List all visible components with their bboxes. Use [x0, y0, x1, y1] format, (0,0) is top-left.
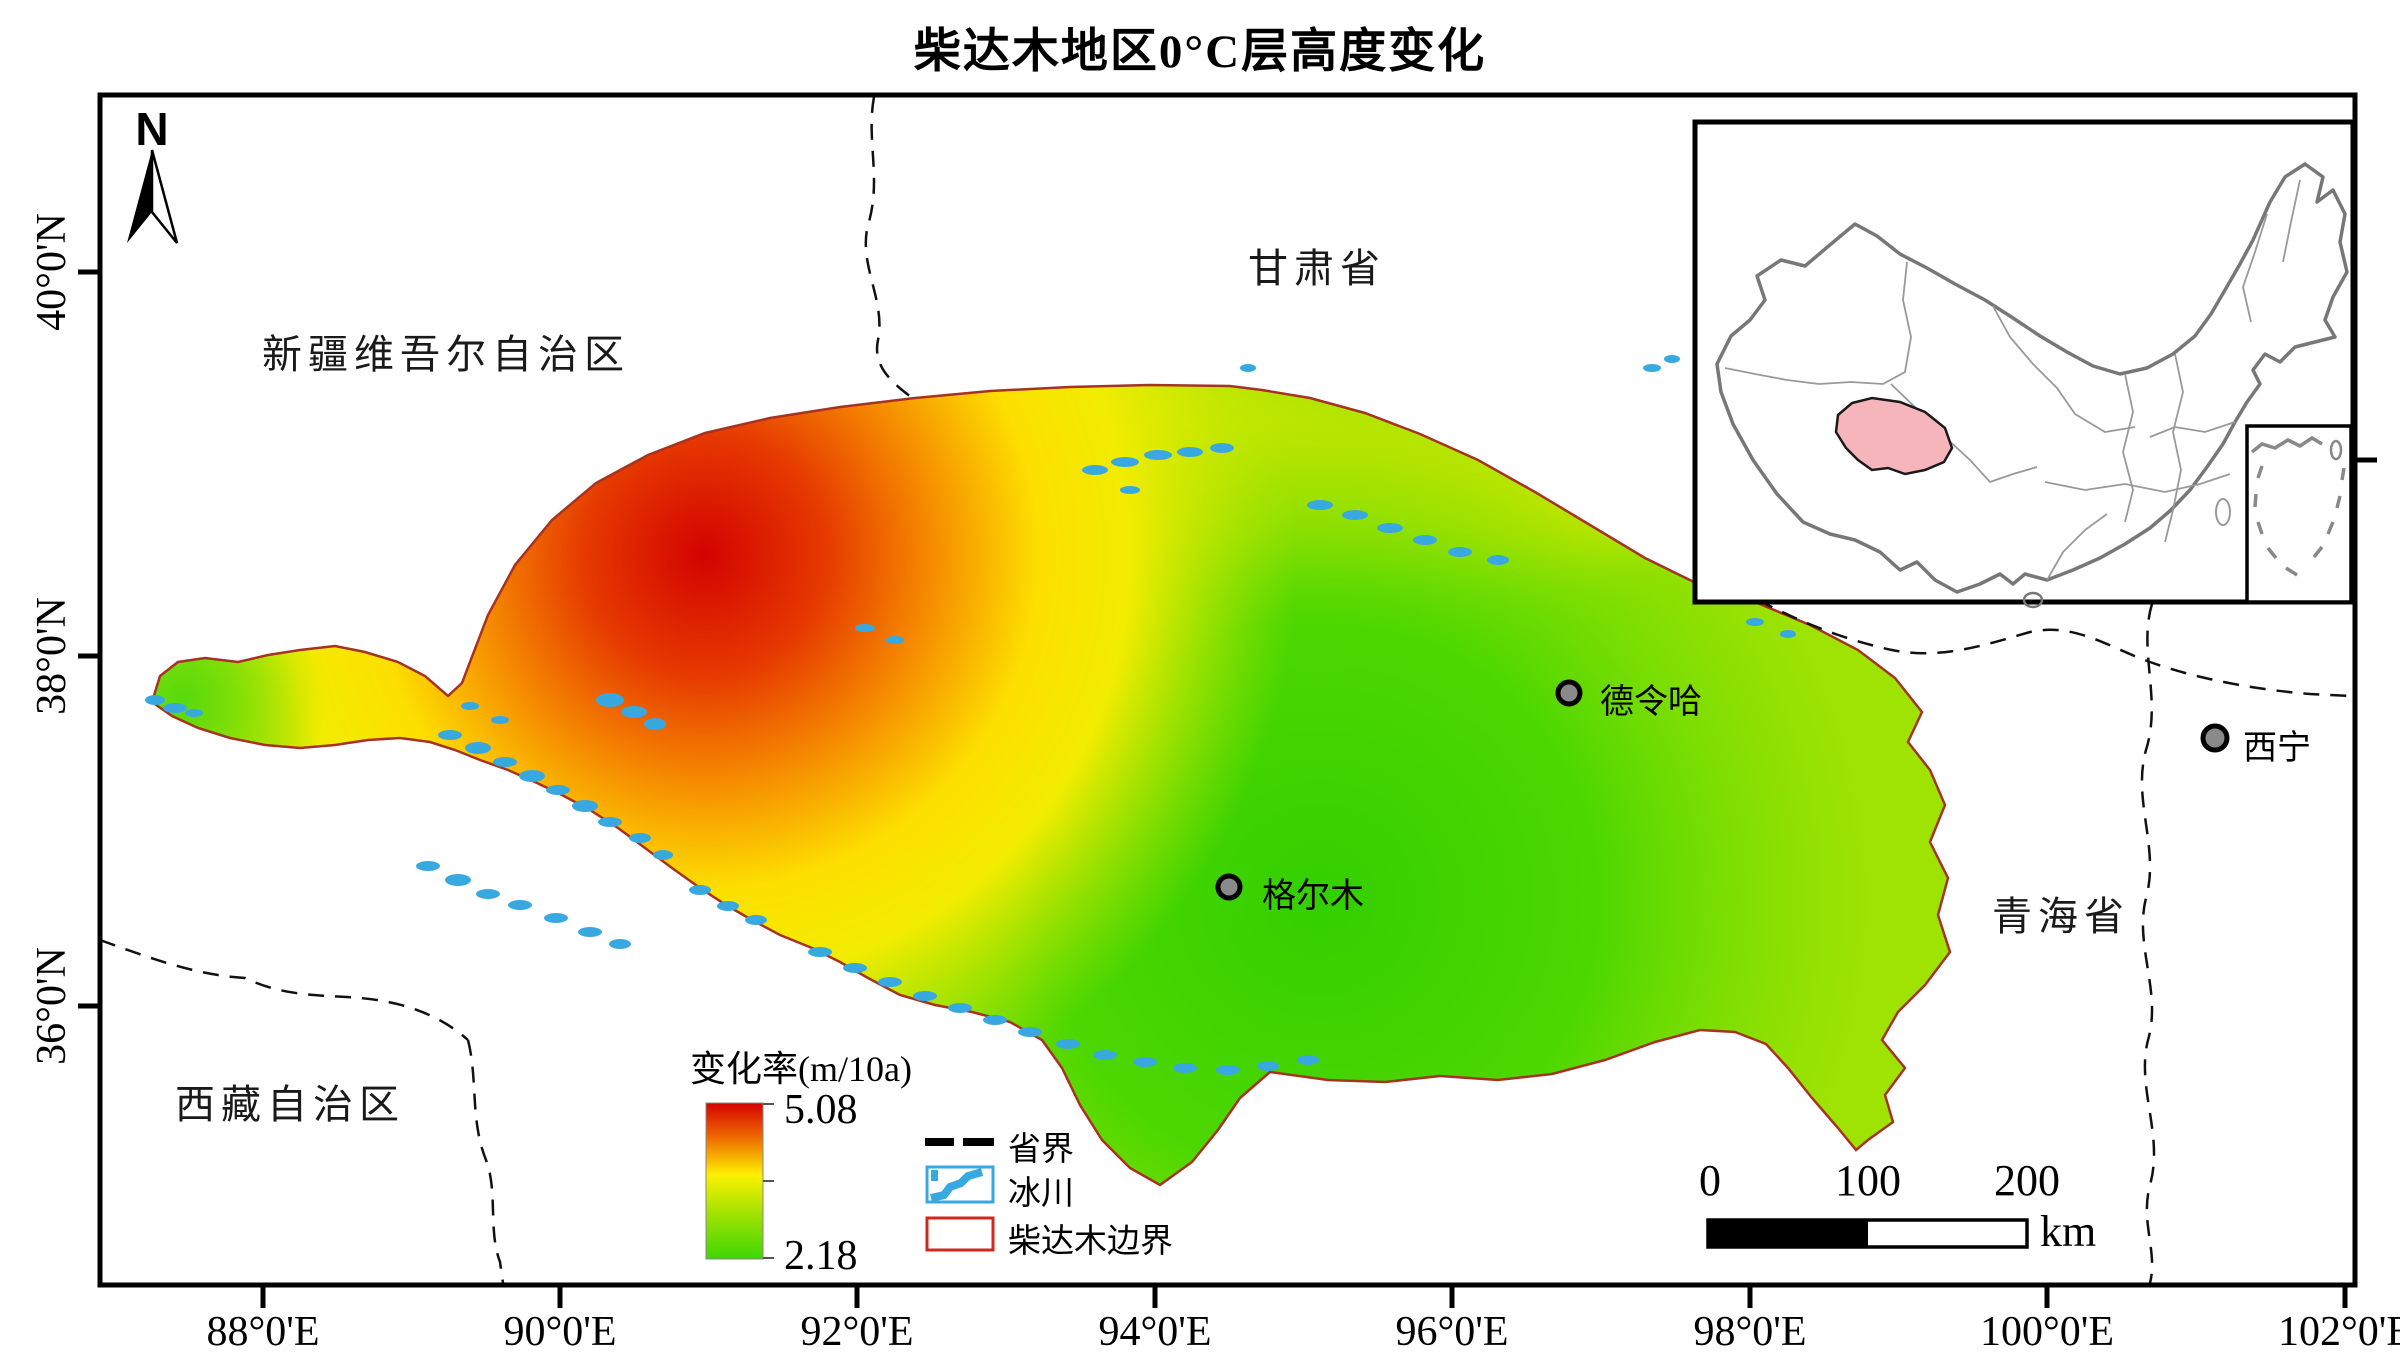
- region-label-gansu: 甘肃省: [1248, 247, 1386, 291]
- region-label-qinghai: 青海省: [1992, 895, 2130, 939]
- lon-tick-label: 92°0'E: [800, 1309, 914, 1355]
- lat-tick-label: 36°0'N: [29, 947, 75, 1065]
- scalebar-unit: km: [2040, 1207, 2097, 1256]
- colorbar: [705, 1102, 774, 1260]
- legend-title: 变化率(m/10a): [690, 1049, 912, 1089]
- scalebar-graphic: [1706, 1218, 2029, 1249]
- city-markers: [1215, 679, 2230, 901]
- lon-tick-label: 94°0'E: [1098, 1309, 1212, 1355]
- qaidam-boundary-line: [150, 383, 1952, 1187]
- city-label-golmud: 格尔木: [1262, 878, 1364, 915]
- colorbar-min-label: 2.18: [784, 1233, 858, 1279]
- colorbar-max-label: 5.08: [784, 1087, 858, 1133]
- map-title: 柴达木地区0°C层高度变化: [913, 26, 1487, 78]
- inset-china-map: [1692, 119, 2356, 609]
- scalebar-tick-200: 200: [1994, 1156, 2060, 1205]
- axis-ticks: [78, 269, 2377, 1308]
- taiwan-island: [2215, 498, 2231, 526]
- china-province-lines: [1724, 179, 2301, 581]
- region-label-xinjiang: 新疆维吾尔自治区: [262, 333, 630, 377]
- lon-tick-label: 98°0'E: [1693, 1309, 1807, 1355]
- region-label-xizang: 西藏自治区: [175, 1083, 405, 1127]
- scalebar-tick-100: 100: [1835, 1156, 1901, 1205]
- china-outline: [1715, 162, 2349, 594]
- city-marker-xining: [2200, 723, 2230, 753]
- legend-swatch-province-line: [925, 1138, 994, 1146]
- legend-label-glacier: 冰川: [1008, 1176, 1074, 1212]
- legend-swatch-glacier: [925, 1165, 995, 1204]
- city-marker-delingha: [1555, 679, 1583, 707]
- province-boundary-lines: [99, 96, 2353, 1284]
- lon-tick-label: 96°0'E: [1395, 1309, 1509, 1355]
- city-label-delingha: 德令哈: [1600, 684, 1702, 721]
- city-marker-golmud: [1215, 873, 1243, 901]
- glacier-patches: [145, 355, 1796, 1075]
- scalebar-tick-0: 0: [1699, 1156, 1721, 1205]
- lon-tick-label: 100°0'E: [1979, 1309, 2115, 1355]
- inset-qaidam-highlight: [1834, 396, 1954, 476]
- legend-label-province-line: 省界: [1008, 1132, 1074, 1168]
- north-arrow-icon: [127, 149, 179, 244]
- lon-tick-label: 88°0'E: [206, 1309, 320, 1355]
- lat-tick-label: 40°0'N: [29, 213, 75, 331]
- city-label-xining: 西宁: [2243, 730, 2311, 767]
- lon-tick-label: 102°0'E: [2277, 1309, 2400, 1355]
- lon-tick-label: 90°0'E: [503, 1309, 617, 1355]
- lat-tick-label: 38°0'N: [29, 597, 75, 715]
- legend-label-qaidam-boundary: 柴达木边界: [1008, 1224, 1173, 1260]
- hainan-island: [2022, 591, 2044, 609]
- legend-swatch-qaidam-boundary: [925, 1216, 995, 1252]
- inset-south-china-sea-box: [2245, 424, 2353, 604]
- map-frame: [97, 92, 2358, 1288]
- north-arrow-label: N: [135, 103, 169, 155]
